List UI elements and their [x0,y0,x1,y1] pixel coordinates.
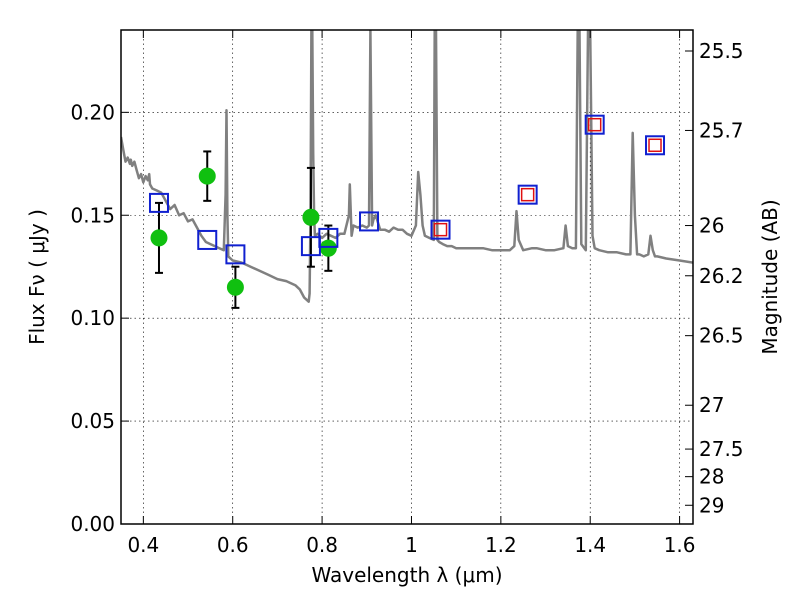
model-point [645,135,666,156]
y2-tick-label: 26.5 [699,324,744,348]
y2-tick-label: 28 [699,465,724,489]
error-bars [154,150,333,309]
model-point [359,211,380,232]
observed-point [319,239,337,257]
y2-axis-label: Magnitude (AB) [758,199,782,354]
x-axis-label: Wavelength λ (μm) [311,563,502,587]
observed-points [150,167,337,296]
model-point [430,219,451,240]
ir-model-point [433,222,448,237]
ir-model-point [587,117,602,132]
model-point [318,227,339,248]
x-tick-label: 1.4 [574,533,606,557]
y2-tick-label: 27.5 [699,437,744,461]
observed-point [150,229,168,247]
model-point [517,184,538,205]
spectrum-line [121,30,693,303]
y-tick-label: 0.10 [70,306,115,330]
y-tick-label: 0.20 [70,100,115,124]
model-point [148,192,169,213]
plot-frame [120,29,694,525]
model-point [584,114,605,135]
x-tick-label: 0.6 [217,533,249,557]
x-tick-label: 1.2 [485,533,517,557]
ir-model-points [433,117,662,237]
y2-tick-label: 27 [699,393,724,417]
y-axis: 0.00 0.05 0.10 0.15 0.20 [70,100,129,536]
y2-tick-label: 26.2 [699,264,744,288]
x-tick-label: 0.4 [127,533,159,557]
y-tick-label: 0.00 [70,512,115,536]
y2-tick-label: 25.7 [699,118,744,142]
y-tick-label: 0.05 [70,409,115,433]
model-point [225,244,246,265]
observed-point [226,278,244,296]
observed-point [302,208,320,226]
model-spectrum [121,30,693,303]
observed-point [198,167,216,185]
y2-tick-label: 26 [699,214,724,238]
y-tick-label: 0.15 [70,203,115,227]
y-axis-label: Flux Fν ( μJy ) [25,209,49,345]
y2-tick-label: 25.5 [699,39,744,63]
model-points [148,114,666,265]
y2-axis: 25.5 25.7 26 26.2 26.5 27 27.5 28 29 [685,39,744,517]
ir-model-point [648,138,662,153]
x-axis: 0.4 0.6 0.8 1 1.2 1.4 1.6 [127,30,696,557]
y2-tick-label: 29 [699,493,724,517]
ir-model-point [520,187,535,202]
model-point [197,229,218,250]
x-tick-label: 0.8 [306,533,338,557]
x-tick-label: 1 [405,533,418,557]
x-tick-label: 1.6 [664,533,696,557]
grid [121,30,693,524]
